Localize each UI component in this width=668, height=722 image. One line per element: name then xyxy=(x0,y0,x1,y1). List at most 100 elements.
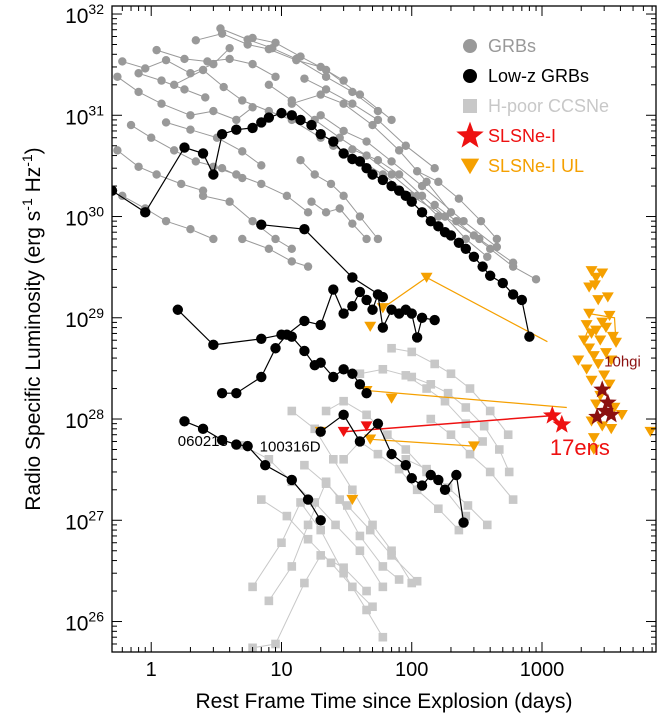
grbs-line xyxy=(117,150,204,192)
legend-marker-slsne-i-ul xyxy=(460,158,480,175)
low-z-grbs-point xyxy=(260,459,271,471)
grbs-point xyxy=(113,72,122,81)
grbs-line xyxy=(138,72,206,98)
x-tick-label: 1 xyxy=(146,659,157,681)
slsne-i-dark-point xyxy=(593,380,612,398)
low-z-grbs-point xyxy=(439,484,451,495)
low-z-grbs-point xyxy=(354,286,366,298)
grbs-point xyxy=(191,36,201,45)
grbs-point xyxy=(287,257,296,266)
grbs-point xyxy=(141,64,150,73)
slsne-i-ul-red-point xyxy=(360,421,373,432)
grbs-point xyxy=(339,76,348,85)
low-z-grbs-point xyxy=(302,494,314,505)
grbs-point xyxy=(264,244,274,253)
low-z-grbs-point xyxy=(270,343,281,354)
y-tick-label: 1029 xyxy=(65,305,104,332)
h-poor-ccsne-point xyxy=(339,568,348,578)
low-z-grbs-line xyxy=(261,224,384,298)
low-z-grbs-point xyxy=(497,277,508,289)
h-poor-ccsne-point xyxy=(461,419,471,428)
h-poor-ccsne-point xyxy=(407,372,417,382)
slsne-i-ul-point xyxy=(605,424,618,435)
slsne-i-ul-red-point xyxy=(337,426,350,438)
series-grbs xyxy=(113,24,541,284)
slsne-i-ul-point xyxy=(467,441,480,452)
grbs-point xyxy=(186,224,195,234)
grbs-point xyxy=(454,194,464,203)
slsne-i-ul-point xyxy=(601,292,614,303)
grbs-point xyxy=(152,45,161,55)
h-poor-ccsne-point xyxy=(378,562,388,571)
grbs-point xyxy=(134,162,143,171)
grbs-point xyxy=(508,262,518,271)
x-tick-label: 100 xyxy=(395,659,428,681)
y-tick-label: 1031 xyxy=(65,102,104,129)
legend-marker-slsne-i xyxy=(456,121,484,148)
h-poor-ccsne-point xyxy=(355,531,365,541)
grbs-line xyxy=(434,204,537,280)
low-z-grbs-point xyxy=(354,379,366,390)
grbs-point xyxy=(492,242,502,252)
x-tick-label: 10 xyxy=(270,659,292,681)
h-poor-ccsne-point xyxy=(326,558,336,568)
low-z-grbs-point xyxy=(247,122,258,134)
grbs-point xyxy=(417,181,427,191)
grbs-point xyxy=(248,33,257,43)
h-poor-ccsne-point xyxy=(430,359,439,369)
grbs-point xyxy=(203,57,212,66)
h-poor-ccsne-point xyxy=(508,495,518,504)
grbs-point xyxy=(177,179,186,189)
grbs-point xyxy=(373,155,383,165)
slsne-i-ul-point xyxy=(600,348,612,359)
grbs-point xyxy=(434,177,443,187)
h-poor-ccsne-point xyxy=(321,406,331,416)
h-poor-ccsne-point xyxy=(440,396,450,406)
low-z-grbs-point xyxy=(172,304,184,315)
slsne-i-ul-red-link xyxy=(343,414,553,433)
low-z-grbs-point xyxy=(216,434,228,446)
low-z-grbs-point xyxy=(425,215,436,227)
annotation-17ens: 17ens xyxy=(550,435,610,460)
slsne-i-ul-point xyxy=(572,355,585,366)
grbs-point xyxy=(307,197,316,206)
low-z-grbs-point xyxy=(328,371,339,383)
grbs-point xyxy=(335,204,344,213)
series-low-z-grbs xyxy=(112,107,535,528)
low-z-grbs-point xyxy=(286,474,297,486)
low-z-grbs-point xyxy=(328,136,339,147)
low-z-grbs-point xyxy=(306,119,317,131)
low-z-grbs-point xyxy=(338,308,349,319)
slsne-i-ul-point xyxy=(590,399,603,410)
h-poor-ccsne-point xyxy=(287,562,297,571)
slsne-i-ul-point xyxy=(600,322,612,333)
legend-label-slsne-i: SLSNe-I xyxy=(488,126,556,146)
low-z-grbs-point xyxy=(197,423,209,435)
h-poor-ccsne-point xyxy=(335,495,345,504)
low-z-grbs-point xyxy=(315,426,326,437)
h-poor-ccsne-point xyxy=(257,495,266,504)
h-poor-ccsne-point xyxy=(504,467,514,477)
low-z-grbs-point xyxy=(406,473,417,484)
grbs-point xyxy=(303,208,313,217)
grbs-point xyxy=(232,170,241,179)
grbs-point xyxy=(161,55,171,65)
low-z-grbs-point xyxy=(451,469,462,481)
slsne-i-ul-point xyxy=(585,266,598,277)
grbs-point xyxy=(362,137,371,146)
series-slsne-i-dark xyxy=(588,380,621,425)
low-z-grbs-point xyxy=(179,416,190,427)
grbs-point xyxy=(126,120,136,130)
grbs-point xyxy=(287,244,296,253)
grbs-point xyxy=(373,234,383,244)
slsne-i-ul-point xyxy=(588,280,601,291)
grbs-point xyxy=(355,90,365,99)
slsne-i-ul-point xyxy=(610,337,623,348)
h-poor-ccsne-point xyxy=(248,582,257,592)
grbs-point xyxy=(355,212,365,221)
grbs-point xyxy=(452,216,461,226)
h-poor-ccsne-point xyxy=(446,430,456,440)
grbs-point xyxy=(469,231,479,240)
low-z-grbs-point xyxy=(516,294,528,306)
